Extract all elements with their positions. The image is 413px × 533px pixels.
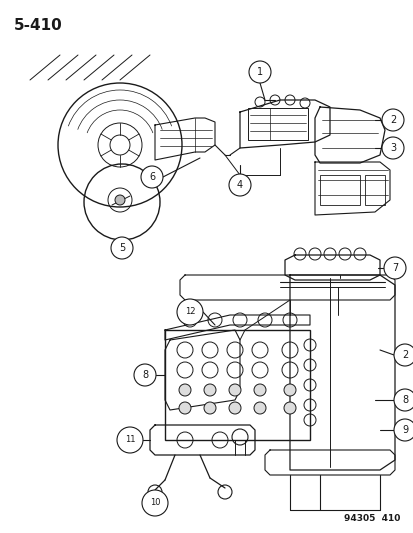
Circle shape: [117, 427, 142, 453]
Text: 2: 2: [401, 350, 407, 360]
Circle shape: [254, 384, 266, 396]
Circle shape: [204, 402, 216, 414]
Circle shape: [381, 109, 403, 131]
Text: 8: 8: [401, 395, 407, 405]
Circle shape: [178, 384, 190, 396]
Text: 10: 10: [150, 498, 160, 507]
Text: 11: 11: [124, 435, 135, 445]
Circle shape: [254, 402, 266, 414]
Text: 5-410: 5-410: [14, 18, 63, 33]
Circle shape: [204, 384, 216, 396]
Circle shape: [141, 166, 163, 188]
Text: 1: 1: [256, 67, 262, 77]
Circle shape: [393, 419, 413, 441]
Circle shape: [393, 389, 413, 411]
Bar: [247, 108, 307, 140]
Circle shape: [283, 384, 295, 396]
Text: 3: 3: [389, 143, 395, 153]
Circle shape: [283, 402, 295, 414]
Text: 8: 8: [142, 370, 148, 380]
Circle shape: [115, 195, 125, 205]
Text: 4: 4: [236, 180, 242, 190]
Circle shape: [134, 364, 156, 386]
Circle shape: [111, 237, 133, 259]
Circle shape: [248, 61, 271, 83]
Bar: [364, 175, 384, 205]
Circle shape: [142, 490, 168, 516]
Text: 2: 2: [389, 115, 395, 125]
Text: 6: 6: [149, 172, 155, 182]
Circle shape: [177, 299, 202, 325]
Circle shape: [381, 137, 403, 159]
Circle shape: [228, 174, 250, 196]
Circle shape: [178, 402, 190, 414]
Circle shape: [228, 384, 240, 396]
Text: 7: 7: [391, 263, 397, 273]
Text: 94305  410: 94305 410: [343, 514, 399, 523]
Text: 9: 9: [401, 425, 407, 435]
Text: 12: 12: [184, 308, 195, 317]
Bar: [165, 330, 309, 440]
Circle shape: [228, 402, 240, 414]
Circle shape: [393, 344, 413, 366]
Text: 5: 5: [119, 243, 125, 253]
Bar: [319, 175, 359, 205]
Circle shape: [383, 257, 405, 279]
